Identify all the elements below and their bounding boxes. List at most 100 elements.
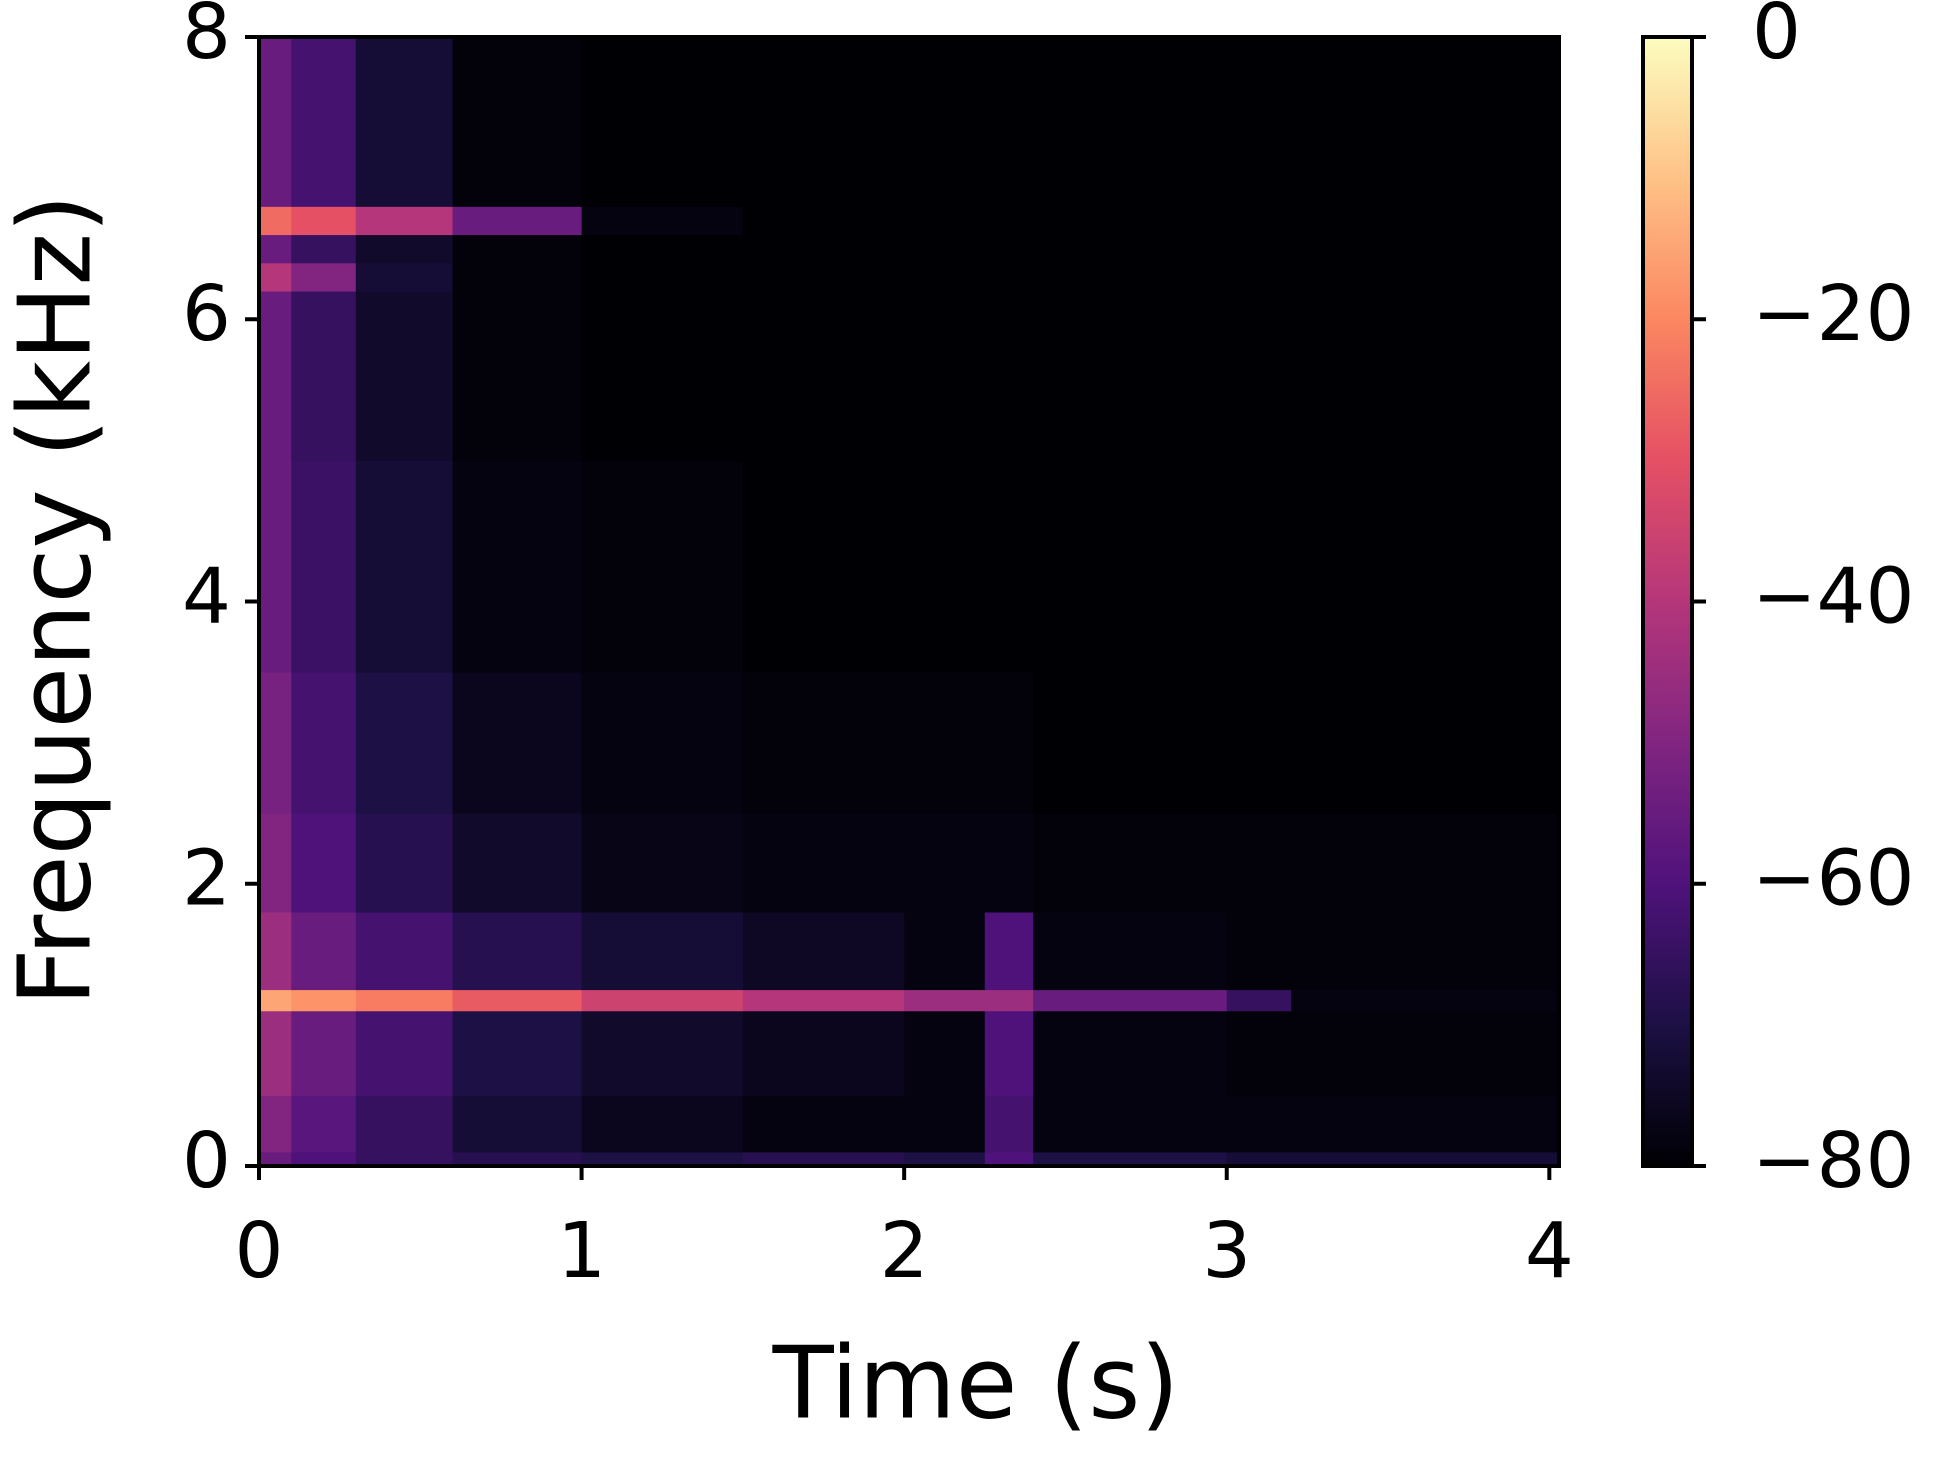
cell [904,234,986,264]
cell [904,1151,986,1167]
cell [291,911,357,991]
cell [742,813,905,913]
cell [259,291,292,461]
cell [1291,989,1560,1012]
cell [355,234,454,264]
cell [259,206,292,236]
cell [1226,989,1292,1012]
cell [259,672,292,814]
colorbar-tick-label: −40 [1752,552,1915,641]
cell [1033,206,1228,236]
cell [742,672,905,814]
cell [581,206,744,236]
cell [581,813,744,913]
cell [904,1095,986,1153]
cell [291,989,357,1012]
cell [1033,262,1228,292]
cell [984,1095,1034,1153]
cell [1291,262,1560,292]
cell [742,989,905,1012]
cell [452,460,583,673]
cell [355,911,454,991]
cell [1291,37,1560,207]
cell [1033,813,1228,913]
cell [581,1010,744,1096]
colorbar-tick-label: −60 [1752,835,1915,924]
cell [355,206,454,236]
cell [581,234,744,264]
cell [904,672,986,814]
cell [1291,234,1560,264]
cell [355,1151,454,1167]
cell [984,989,1034,1012]
cell [984,37,1034,207]
cell [1291,1010,1560,1096]
cell [984,262,1034,292]
cell [291,813,357,913]
cell [452,291,583,461]
cell [452,1010,583,1096]
x-tick-label: 2 [880,1207,929,1296]
cell [452,813,583,913]
cell [1226,1010,1292,1096]
cell [259,37,292,207]
x-tick-label: 3 [1202,1207,1251,1296]
cell [291,1095,357,1153]
cell [904,813,986,913]
cell [984,1010,1034,1096]
cell [355,37,454,207]
y-tick-label: 8 [182,0,231,77]
cell [904,262,986,292]
cell [259,460,292,673]
cell [1291,672,1560,814]
cell [1033,1010,1228,1096]
x-tick-label: 0 [235,1207,284,1296]
cell [742,206,905,236]
cell [742,1095,905,1153]
cell [1226,291,1292,461]
cell [452,37,583,207]
cell [291,672,357,814]
cell [1291,1151,1560,1167]
cell [291,1010,357,1096]
cell [291,234,357,264]
cell [1033,234,1228,264]
y-tick-label: 4 [182,552,231,641]
cell [581,291,744,461]
cell [259,1010,292,1096]
cell [1226,262,1292,292]
cell [291,291,357,461]
cell [984,813,1034,913]
cell [1226,813,1292,913]
cell [355,460,454,673]
y-tick-label: 6 [182,270,231,359]
cell [581,37,744,207]
cell [984,234,1034,264]
cell [1033,37,1228,207]
cell [1033,1095,1228,1153]
cell [1226,1095,1292,1153]
cell [984,911,1034,991]
cell [1291,911,1560,991]
cell [984,1151,1034,1167]
cell [742,37,905,207]
cell [291,206,357,236]
cell [581,1151,744,1167]
cell [984,460,1034,673]
x-axis-label: Time (s) [772,1324,1180,1441]
cell [904,1010,986,1096]
cell [1291,291,1560,461]
cell [291,262,357,292]
cell [984,206,1034,236]
cell [581,911,744,991]
cell [984,672,1034,814]
cell [581,989,744,1012]
cell [904,206,986,236]
cell [452,234,583,264]
cell [355,672,454,814]
cell [742,234,905,264]
cell [742,1151,905,1167]
y-axis-label: Frequency (kHz) [0,194,113,1006]
y-tick-label: 0 [182,1117,231,1206]
cell [259,1095,292,1153]
